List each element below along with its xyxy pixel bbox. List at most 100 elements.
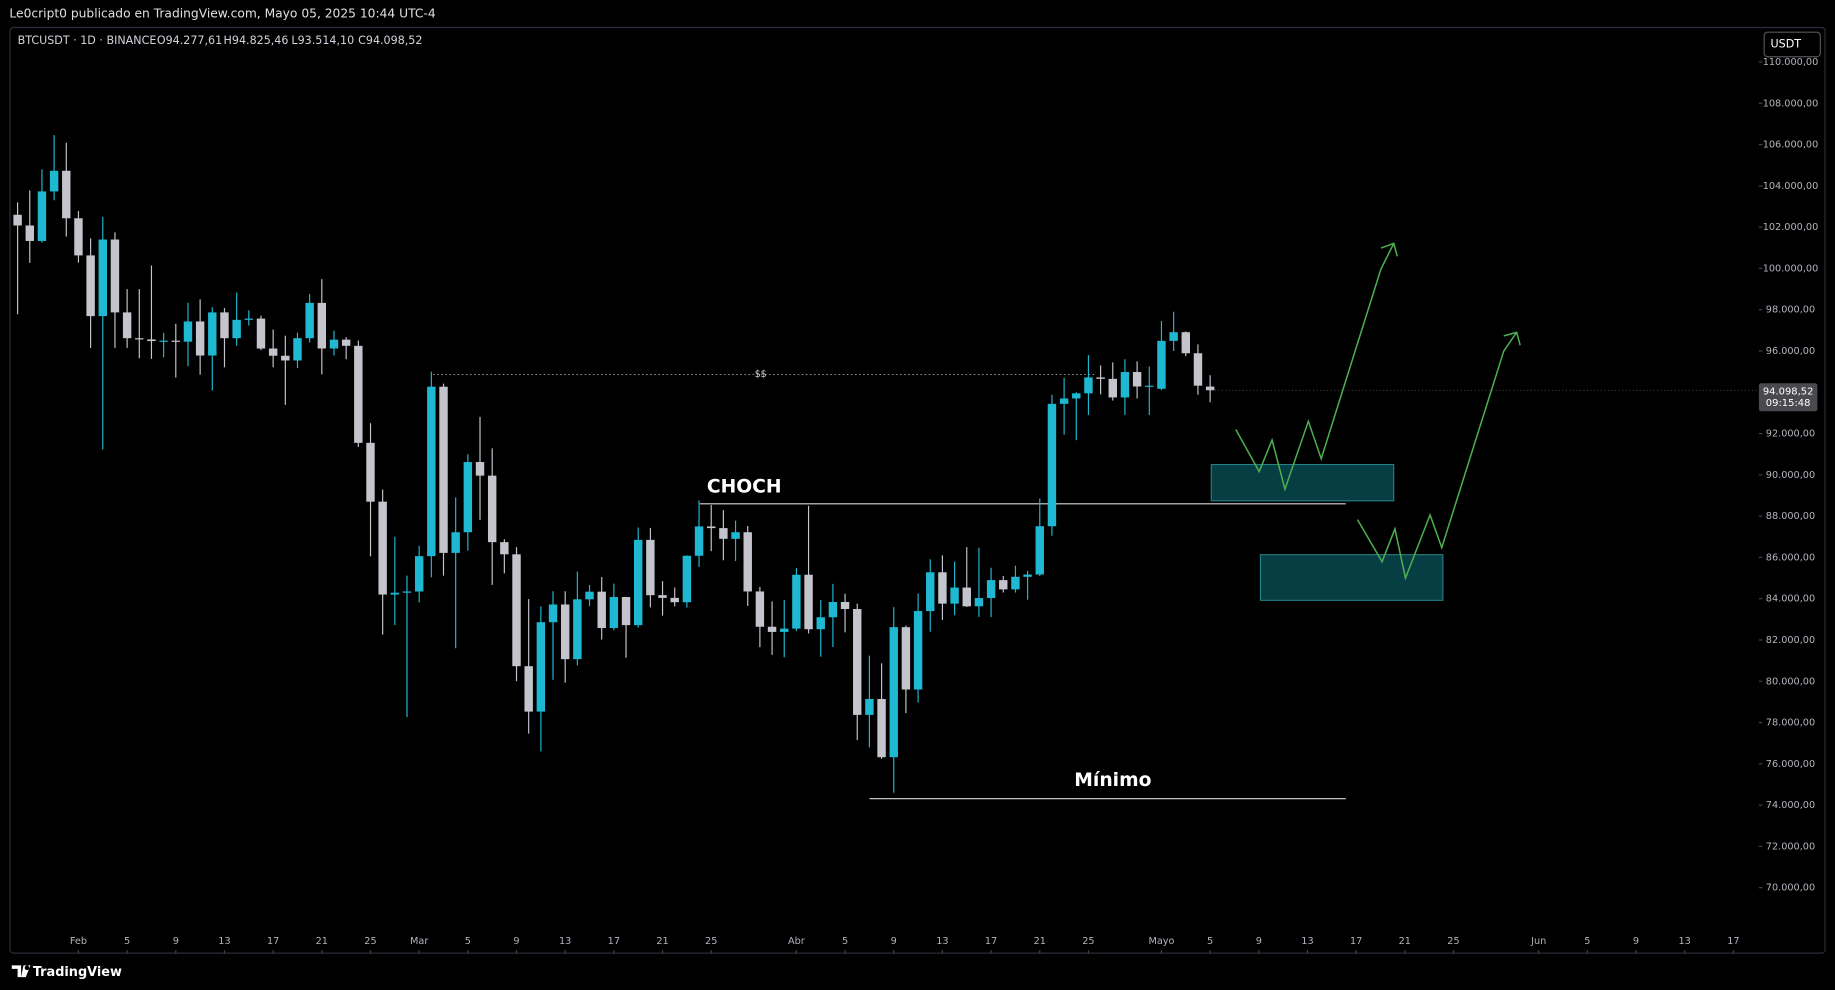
y-tick-label: 92.000,00 (1766, 429, 1815, 440)
y-tick-label: 84.000,00 (1766, 594, 1815, 605)
candle-body (110, 239, 120, 313)
candle-body (719, 528, 728, 539)
y-tick-label: 70.000,00 (1766, 883, 1815, 894)
candle-body (889, 627, 898, 758)
brand-logo (11, 965, 31, 978)
candle-body (378, 501, 387, 595)
x-tick-label: 25 (705, 936, 717, 947)
x-tick-label: 9 (173, 936, 179, 947)
candle-body (853, 609, 862, 715)
candle-body (1059, 398, 1069, 404)
candle-body (792, 574, 801, 629)
candle-body (1181, 332, 1191, 354)
x-tick-label: 17 (1350, 936, 1362, 947)
y-tick-label: 90.000,00 (1766, 470, 1815, 481)
choch-label: CHOCH (707, 476, 782, 497)
candle-body (512, 554, 521, 667)
candle-body (1035, 526, 1044, 575)
x-tick-label: 13 (1301, 936, 1313, 947)
x-tick-label: 9 (891, 936, 897, 947)
candle-body (1084, 377, 1093, 394)
demand-zone (1210, 464, 1395, 502)
y-tick-label: 104.000,00 (1763, 181, 1819, 192)
candle-body (621, 597, 631, 626)
candle-body (767, 626, 777, 632)
demand-zone (1259, 554, 1444, 601)
candle-body (427, 386, 436, 557)
candle-body (98, 239, 107, 317)
candle-body (500, 542, 509, 555)
x-tick-label: 21 (316, 936, 328, 947)
x-tick-label: 25 (1447, 936, 1459, 947)
candle-body (135, 338, 144, 340)
arrow-head (1380, 242, 1399, 257)
currency-button[interactable] (1763, 31, 1821, 58)
x-tick-label: 5 (465, 936, 471, 947)
x-tick-label: 17 (608, 936, 620, 947)
candle-body (560, 604, 570, 660)
candle-body (1145, 385, 1154, 387)
x-tick-label: 13 (218, 936, 230, 947)
symbol-info: BTCUSDT · 1D · BINANCE (18, 34, 157, 47)
x-tick-label: Jun (1530, 936, 1546, 947)
y-tick-label: 108.000,00 (1763, 98, 1819, 109)
candle-body (62, 170, 71, 219)
candle-body (986, 580, 996, 599)
x-tick-label: 9 (513, 936, 519, 947)
candle-body (86, 255, 95, 317)
candle-body (646, 539, 655, 596)
x-tick-label: 13 (559, 936, 571, 947)
candle-body (475, 462, 485, 476)
candle-body (548, 604, 558, 623)
x-tick-label: 5 (842, 936, 848, 947)
candle-body (354, 345, 363, 443)
candle-body (366, 442, 375, 502)
candle-body (37, 191, 47, 241)
candle-body (1157, 340, 1166, 389)
candle-body (1108, 378, 1117, 398)
candle-body (25, 225, 34, 241)
candle-body (731, 532, 740, 539)
x-tick-label: 13 (936, 936, 948, 947)
x-tick-label: 25 (1082, 936, 1094, 947)
candle-body (536, 622, 546, 712)
candle-body (962, 587, 971, 607)
x-tick-label: 17 (985, 936, 997, 947)
candle-body (232, 319, 241, 339)
candle-body (950, 587, 959, 604)
candle-body (220, 312, 229, 339)
ohlc-low: L93.514,10 (291, 34, 354, 47)
candle-body (305, 302, 314, 339)
countdown: 09:15:48 (1766, 398, 1811, 409)
candle-body (281, 355, 290, 361)
y-tick-label: 74.000,00 (1766, 800, 1815, 811)
candle-body (463, 462, 473, 533)
y-tick-label: 98.000,00 (1766, 305, 1815, 316)
x-tick-label: 17 (267, 936, 279, 947)
candle-body (828, 601, 838, 618)
last-price-label: 94.098,52 (1763, 386, 1814, 397)
candle-body (1132, 372, 1142, 387)
candle-body (208, 312, 217, 356)
candle-body (755, 591, 765, 627)
footer: TradingView (11, 965, 122, 980)
currency[interactable]: USDT (1771, 37, 1802, 50)
candle-body (524, 666, 533, 712)
candle-body (341, 339, 351, 346)
y-tick-label: 88.000,00 (1766, 511, 1815, 522)
y-tick-label: 106.000,00 (1763, 140, 1819, 151)
candle-body (293, 338, 302, 361)
y-tick-label: 72.000,00 (1766, 841, 1815, 852)
x-tick-label: 13 (1679, 936, 1691, 947)
candle-body (329, 339, 339, 349)
x-tick-label: Mar (410, 936, 428, 947)
low-label: Mínimo (1074, 770, 1151, 791)
candle-body (147, 339, 156, 342)
liquidity-label: $$ (755, 369, 767, 380)
x-tick-label: 21 (656, 936, 668, 947)
candle-body (1072, 393, 1081, 399)
y-tick-label: 80.000,00 (1766, 676, 1815, 687)
candle-body (1047, 403, 1057, 527)
last-price-tag (1758, 383, 1818, 412)
